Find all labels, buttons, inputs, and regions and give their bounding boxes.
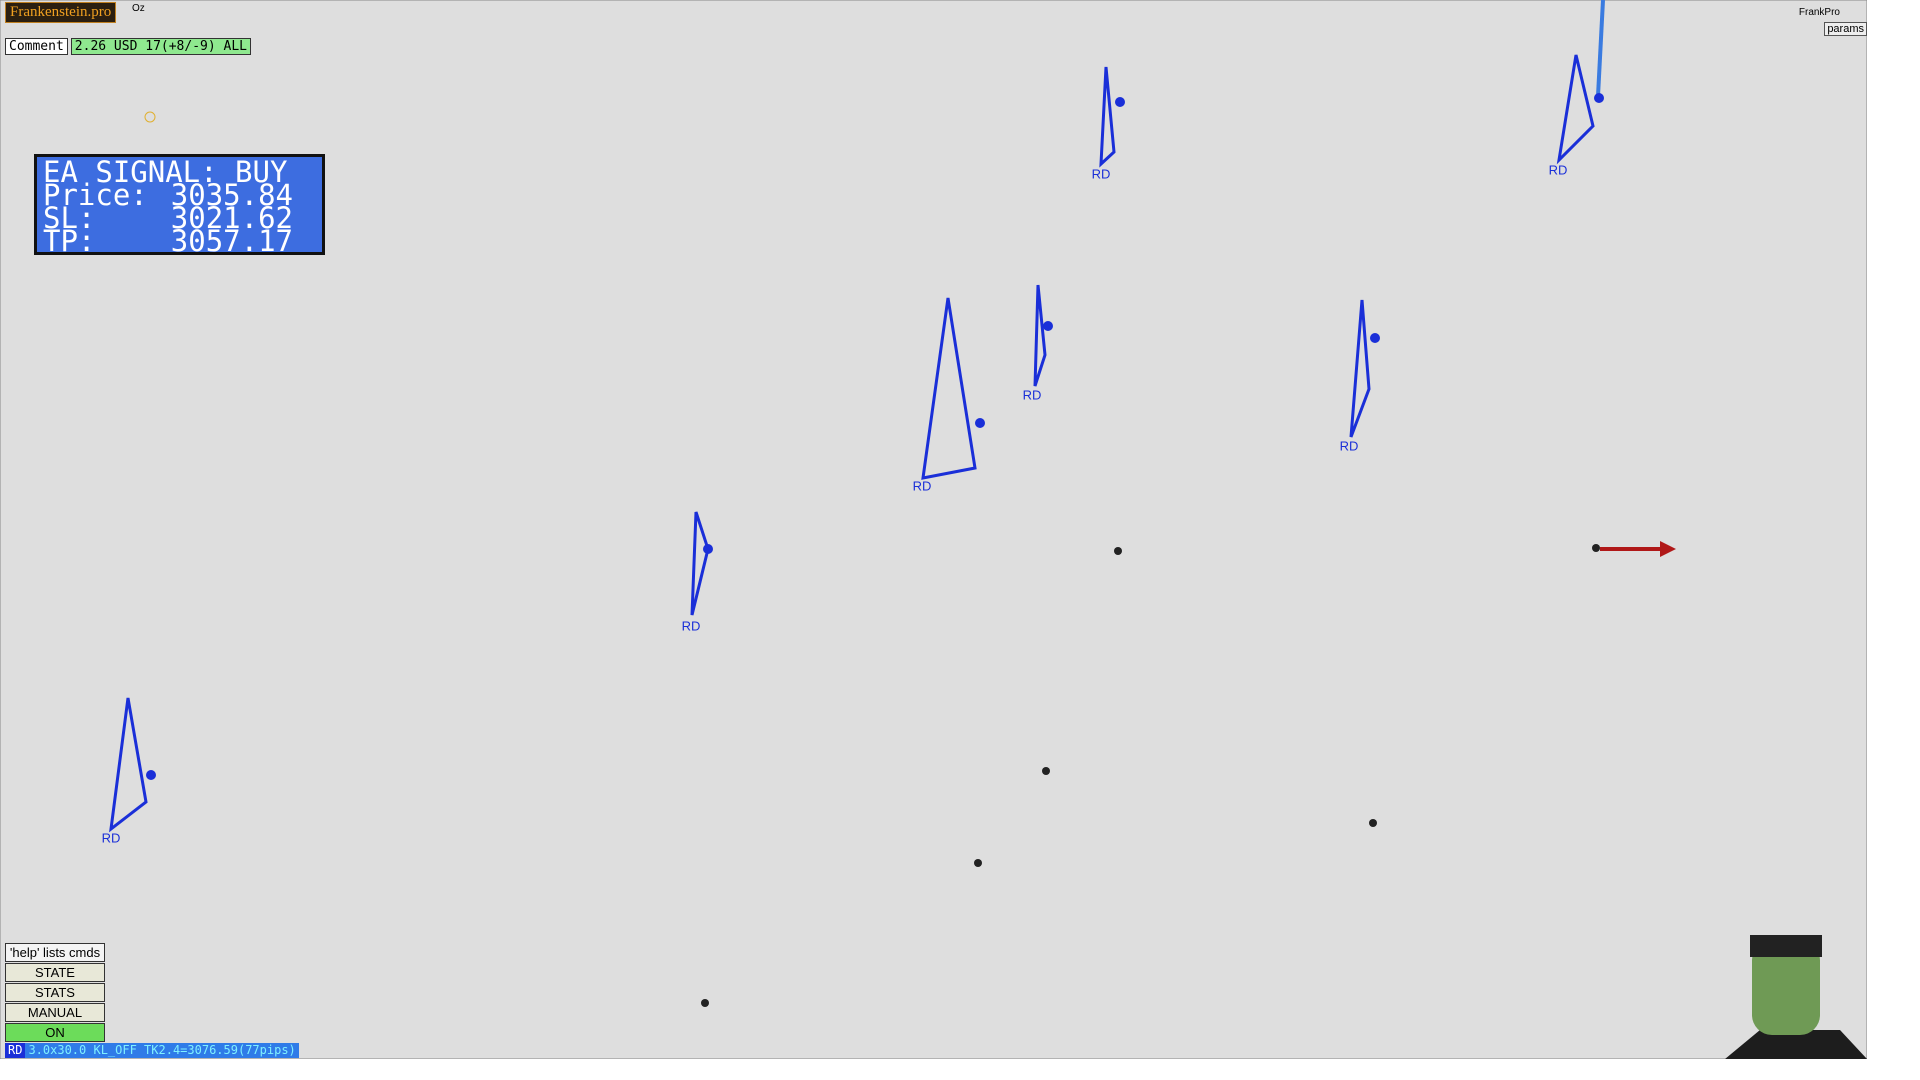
avatar-hair <box>1750 935 1822 957</box>
rd-dot <box>1115 97 1125 107</box>
signal-value: 3035.84 <box>170 178 293 212</box>
comment-row: Comment 2.26 USD 17(+8/-9) ALL <box>5 38 251 55</box>
rd-label: RD <box>1023 387 1042 402</box>
rd-triangle <box>921 297 977 480</box>
projection-line <box>1596 0 1605 97</box>
rd-dot <box>1370 333 1380 343</box>
skull-icon <box>701 999 709 1007</box>
symbol-tag: Oz <box>132 3 145 14</box>
skull-icon <box>1592 544 1600 552</box>
manual-button[interactable]: MANUAL <box>5 1003 105 1022</box>
skull-icon <box>1042 767 1050 775</box>
signal-label: SL: <box>43 201 96 235</box>
sl-arrow-head <box>1660 541 1676 557</box>
signal-box: EA SIGNAL: BUY Price: 3035.84 SL: 3021.62 … <box>34 154 325 258</box>
rd-label: RD <box>1092 166 1111 181</box>
rd-label: RD <box>1549 162 1568 177</box>
rd-triangle <box>1033 284 1047 387</box>
status-tag: RD <box>5 1043 26 1058</box>
time-axis <box>0 1059 1867 1080</box>
status-bar: RD 3.0x30.0 KL_OFF TK2.4=3076.59(77pips) <box>5 1043 299 1058</box>
comment-label: Comment <box>5 38 68 55</box>
rd-triangle <box>1099 66 1116 168</box>
rd-dot <box>146 770 156 780</box>
signal-row: SL: 3021.62 <box>43 201 293 235</box>
rd-dot <box>703 544 713 554</box>
skull-icon <box>974 859 982 867</box>
rd-triangle <box>1349 299 1371 438</box>
help-button[interactable]: 'help' lists cmds <box>5 943 105 962</box>
rd-dot <box>1043 321 1053 331</box>
rd-label: RD <box>102 830 121 845</box>
rd-dots <box>146 93 1604 780</box>
comment-text: 2.26 USD 17(+8/-9) ALL <box>70 38 251 55</box>
avatar <box>1725 935 1867 1059</box>
rd-labels: RD RD RD RD RD RD RD <box>102 162 1568 845</box>
rd-label: RD <box>913 478 932 493</box>
rd-label: RD <box>682 618 701 633</box>
avatar-face <box>1752 940 1820 1035</box>
signal-title: EA SIGNAL: BUY <box>43 155 288 189</box>
price-axis <box>1867 0 1920 1080</box>
signal-row: Price: 3035.84 <box>43 178 293 212</box>
rd-triangle <box>1556 54 1595 165</box>
signal-value: 3057.17 <box>170 224 293 258</box>
rd-triangle <box>109 697 148 833</box>
account-name: FrankPro <box>1798 7 1840 18</box>
rd-dot <box>1594 93 1604 103</box>
rd-patterns <box>109 0 1605 833</box>
params-button[interactable]: params <box>1824 22 1867 36</box>
status-text: 3.0x30.0 KL_OFF TK2.4=3076.59(77pips) <box>25 1043 299 1058</box>
sun-icon <box>144 111 156 123</box>
rd-triangle <box>690 511 710 616</box>
skull-icon <box>1369 819 1377 827</box>
signal-value: 3021.62 <box>170 201 293 235</box>
skull-icons <box>701 544 1600 1007</box>
signal-label: TP: <box>43 224 96 258</box>
state-button[interactable]: STATE <box>5 963 105 982</box>
avatar-body <box>1725 1030 1867 1059</box>
logo: Frankenstein.pro <box>5 2 117 23</box>
skull-icon <box>1114 547 1122 555</box>
on-button[interactable]: ON <box>5 1023 105 1042</box>
stats-button[interactable]: STATS <box>5 983 105 1002</box>
rd-dot <box>975 418 985 428</box>
rd-label: RD <box>1340 438 1359 453</box>
signal-row: TP: 3057.17 <box>43 224 293 258</box>
signal-label: Price: <box>43 178 148 212</box>
